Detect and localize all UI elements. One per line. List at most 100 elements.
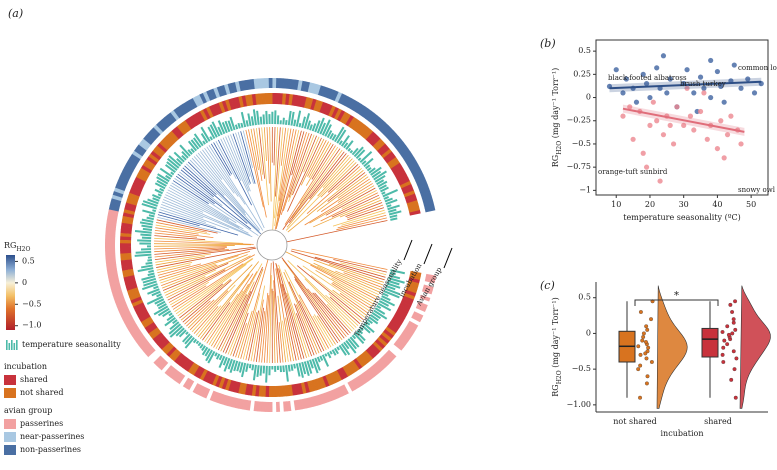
incubation-ring (148, 153, 160, 164)
incubation-ring (120, 239, 132, 244)
group-ring (423, 280, 435, 288)
seasonality-bar (347, 338, 357, 350)
seasonality-bar (184, 336, 195, 349)
group-ring (111, 194, 123, 202)
annotation: black-footed albatross (608, 74, 687, 82)
group-ring (136, 336, 147, 346)
legend-label: near-passerines (20, 432, 84, 441)
group-ring (417, 301, 428, 309)
group-ring (202, 387, 211, 399)
incubation-ring (120, 246, 132, 251)
incubation-ring (179, 122, 189, 134)
group-ring (105, 243, 116, 248)
y-tick-label: −0.75 (566, 162, 591, 171)
incubation-ring (406, 199, 419, 207)
seasonality-bar (166, 314, 175, 322)
tree-branch (299, 146, 339, 204)
incubation-ring (360, 126, 371, 138)
incubation-ring (190, 114, 200, 126)
tree-branch (326, 303, 353, 332)
incubation-ring (215, 375, 223, 388)
group-ring (368, 366, 378, 377)
seasonality-bar (378, 184, 387, 190)
tree-branch (261, 292, 269, 363)
seasonality-bar (205, 349, 213, 362)
group-ring (407, 320, 419, 329)
tree-branch (310, 275, 366, 318)
seasonality-bar (156, 176, 169, 185)
group-ring (344, 382, 353, 394)
group-ring (122, 166, 134, 176)
tree-branch (172, 180, 209, 205)
incubation-ring (372, 138, 383, 149)
tree-branch (327, 164, 359, 193)
seasonality-bar (388, 277, 405, 284)
group-ring (110, 285, 122, 292)
tree-branch (287, 170, 364, 233)
seasonality-bar (384, 287, 401, 296)
seasonality-bar (140, 264, 153, 269)
tree-branch (288, 151, 345, 223)
tree-branch (158, 251, 251, 279)
seasonality-bar (179, 144, 191, 157)
incubation-ring (148, 327, 160, 337)
tree-branch (167, 189, 240, 228)
seasonality-bar (169, 321, 180, 331)
group-ring (147, 130, 159, 140)
tree-branch (182, 167, 248, 224)
group-ring (120, 170, 132, 179)
incubation-ring (396, 174, 409, 183)
seasonality-bar (290, 364, 294, 371)
group-ring (119, 173, 131, 182)
group-ring (307, 82, 314, 93)
incubation-ring (355, 122, 366, 134)
incubation-ring (333, 108, 342, 120)
seasonality-bar (164, 164, 176, 174)
tree-branch (157, 263, 202, 276)
group-ring (185, 99, 195, 111)
tree-branch (302, 265, 370, 312)
seasonality-bar (377, 180, 388, 188)
tree-branch (274, 128, 289, 226)
group-ring (220, 394, 228, 406)
group-ring (230, 82, 238, 93)
group-ring (347, 380, 356, 392)
seasonality-bar (252, 109, 257, 126)
tree-branch (345, 202, 383, 218)
incubation-ring (374, 338, 386, 349)
tree-branch (274, 127, 284, 219)
group-ring (145, 347, 156, 358)
point (728, 113, 734, 119)
tree-branch (195, 154, 246, 214)
point (645, 374, 650, 379)
point (638, 310, 643, 314)
tree-branch (225, 266, 263, 354)
tree-branch (343, 272, 383, 288)
seasonality-bar (209, 124, 218, 138)
incubation-ring (139, 167, 151, 177)
incubation-ring (304, 381, 311, 394)
seasonality-bar (287, 364, 291, 372)
group-ring (105, 250, 116, 255)
group-ring (124, 318, 136, 327)
incubation-ring (325, 374, 333, 386)
incubation-ring (381, 148, 392, 159)
incubation-ring (399, 301, 412, 310)
group-ring (105, 239, 116, 244)
seasonality-bar (319, 122, 326, 135)
group-ring (224, 395, 231, 407)
group-ring (353, 102, 362, 113)
incubation-ring (268, 385, 273, 397)
tree-branch (286, 220, 388, 243)
incubation-ring (137, 170, 149, 180)
seasonality-bar (173, 151, 185, 163)
group-ring (370, 364, 381, 375)
tree-branch (242, 293, 261, 360)
seasonality-bar (382, 292, 389, 297)
tree-branch (340, 262, 387, 276)
seasonality-bar (169, 325, 183, 338)
incubation-ring (231, 380, 238, 393)
incubation-ring (370, 135, 381, 147)
tree-branch (230, 134, 250, 186)
seasonality-bar (141, 218, 154, 223)
